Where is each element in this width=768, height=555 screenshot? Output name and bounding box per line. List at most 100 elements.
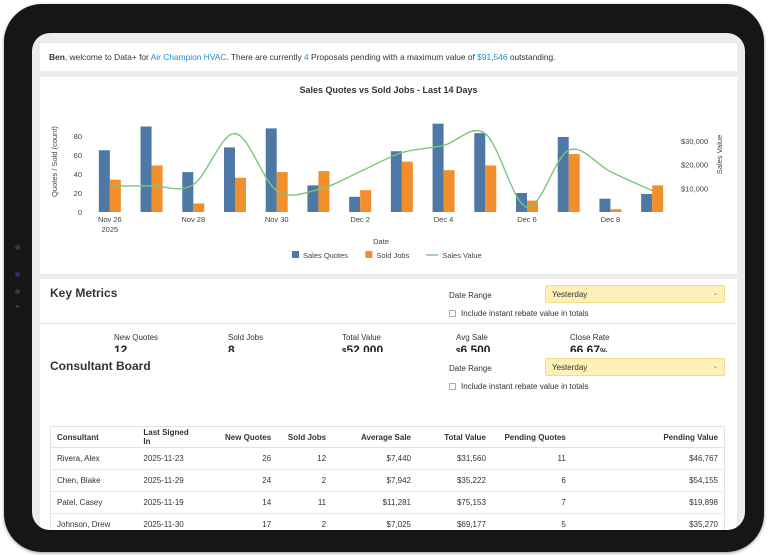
- sensor-dot: [16, 305, 19, 308]
- table-cell: 12: [277, 447, 333, 470]
- table-cell: $54,155: [571, 469, 725, 492]
- table-cell: 2: [277, 513, 333, 530]
- welcome-banner: Ben, welcome to Data+ for Air Champion H…: [40, 43, 737, 71]
- sensor-dot: [15, 289, 20, 294]
- x-axis-label: Date: [373, 237, 389, 246]
- metric-title: Total Value: [342, 333, 381, 342]
- chevron-down-icon: ⌄: [712, 291, 718, 297]
- column-header[interactable]: Pending Value: [571, 426, 725, 448]
- column-header[interactable]: Average Sale: [332, 426, 417, 448]
- column-header[interactable]: New Quotes: [202, 426, 278, 448]
- metric-unit: %: [600, 347, 607, 356]
- bar-sold-jobs: [235, 177, 246, 212]
- metric-value: 8: [228, 343, 263, 357]
- date-range-value: Yesterday: [552, 363, 588, 372]
- table-cell: 2025-11-30: [137, 513, 203, 530]
- y2-tick-label: $30,000: [681, 137, 708, 146]
- chart-title: Sales Quotes vs Sold Jobs - Last 14 Days: [299, 85, 478, 95]
- bar-sales-quotes: [98, 150, 110, 212]
- column-header[interactable]: Pending Quotes: [491, 426, 572, 448]
- x-tick-label: Dec 4: [434, 215, 454, 224]
- rebate-label: Include instant rebate value in totals: [461, 382, 589, 391]
- date-range-select[interactable]: Yesterday ⌄: [545, 358, 725, 376]
- banner-text: , welcome to Data+ for: [64, 52, 151, 62]
- banner-text: Proposals pending with a maximum value o…: [308, 52, 478, 62]
- bar-sold-jobs: [109, 179, 121, 212]
- y-tick-label: 20: [74, 189, 82, 198]
- app-screen: Ben, welcome to Data+ for Air Champion H…: [32, 33, 745, 530]
- bar-sales-quotes: [140, 126, 152, 212]
- sales-chart-card: Sales Quotes vs Sold Jobs - Last 14 Days…: [40, 77, 737, 274]
- key-metrics-title: Key Metrics: [50, 286, 118, 300]
- y-tick-label: 60: [74, 151, 82, 160]
- x-tick-label: Nov 28: [181, 215, 205, 224]
- bar-sold-jobs: [652, 185, 664, 212]
- bar-sold-jobs: [401, 161, 413, 212]
- bar-sold-jobs: [610, 209, 622, 212]
- table-cell: 2025-11-23: [137, 447, 203, 470]
- y-tick-label: 40: [74, 170, 82, 179]
- bar-sales-quotes: [307, 185, 319, 212]
- table-row[interactable]: Chen, Blake 2025-11-29 24 2 $7,942 $35,222 6 $5…: [50, 469, 725, 492]
- bar-sales-quotes: [599, 198, 611, 212]
- column-header[interactable]: Total Value: [417, 426, 492, 448]
- table-cell: $19,898: [571, 491, 725, 514]
- table-row[interactable]: Rivera, Alex 2025-11-23 26 12 $7,440 $31,560 1…: [50, 447, 725, 470]
- bar-sales-quotes: [265, 128, 277, 212]
- consultant-table: Consultant Last Signed In New Quotes Sold J…: [50, 426, 725, 530]
- bar-sales-quotes: [349, 196, 361, 212]
- rebate-checkbox[interactable]: Include instant rebate value in totals: [449, 309, 589, 318]
- legend-label: Sales Value: [442, 251, 481, 260]
- table-row[interactable]: Patel, Casey 2025-11-19 14 11 $11,281 $75,153…: [50, 491, 725, 514]
- table-cell: Patel, Casey: [50, 491, 138, 514]
- column-header[interactable]: Sold Jobs: [277, 426, 333, 448]
- table-cell: $46,767: [571, 447, 725, 470]
- bar-sold-jobs: [568, 154, 580, 212]
- table-cell: 2025-11-29: [137, 469, 203, 492]
- table-cell: $7,025: [332, 513, 417, 530]
- chevron-down-icon: ⌄: [712, 364, 718, 370]
- table-cell: $31,560: [417, 447, 492, 470]
- table-cell: $69,177: [417, 513, 492, 530]
- metric-title: Close Rate: [570, 333, 610, 342]
- table-cell: 5: [491, 513, 572, 530]
- legend-swatch: [365, 251, 373, 258]
- bar-sales-quotes: [182, 172, 194, 212]
- column-header[interactable]: Consultant: [50, 426, 138, 448]
- table-cell: 11: [277, 491, 333, 514]
- table-cell: 17: [202, 513, 278, 530]
- table-cell: 6: [491, 469, 572, 492]
- table-header-row: Consultant Last Signed In New Quotes Sold J…: [50, 426, 725, 448]
- metric-number: 8: [228, 343, 235, 357]
- bar-sales-quotes: [390, 151, 402, 212]
- table-cell: $11,281: [332, 491, 417, 514]
- bar-sold-jobs: [151, 165, 163, 212]
- bar-sold-jobs: [443, 170, 455, 212]
- pending-count[interactable]: 4: [304, 52, 309, 62]
- table-cell: $35,222: [417, 469, 492, 492]
- date-range-select[interactable]: Yesterday ⌄: [545, 285, 725, 303]
- x-year-label: 2025: [102, 225, 119, 234]
- table-cell: 2025-11-19: [137, 491, 203, 514]
- y-tick-label: 80: [74, 132, 82, 141]
- metric-prefix: $: [456, 347, 460, 356]
- pending-amount[interactable]: $91,546: [477, 52, 508, 62]
- bar-sales-quotes: [474, 133, 486, 212]
- table-row[interactable]: Johnson, Drew 2025-11-30 17 2 $7,025 $69,177 5…: [50, 513, 725, 530]
- x-tick-label: Dec 8: [601, 215, 621, 224]
- rebate-checkbox[interactable]: Include instant rebate value in totals: [449, 382, 589, 391]
- sensor-dot: [15, 272, 20, 277]
- bar-sold-jobs: [360, 190, 372, 212]
- table-cell: $7,942: [332, 469, 417, 492]
- table-cell: 2: [277, 469, 333, 492]
- user-name: Ben: [49, 52, 65, 62]
- table-cell: Chen, Blake: [50, 469, 138, 492]
- company-link[interactable]: Air Champion HVAC: [150, 52, 227, 62]
- column-header[interactable]: Last Signed In: [137, 426, 203, 448]
- table-cell: $7,440: [332, 447, 417, 470]
- bar-sold-jobs: [193, 203, 205, 212]
- bar-sold-jobs: [276, 172, 288, 212]
- bar-sales-quotes: [641, 193, 653, 212]
- bar-sales-quotes: [557, 136, 569, 212]
- line-sales-value: [109, 129, 653, 208]
